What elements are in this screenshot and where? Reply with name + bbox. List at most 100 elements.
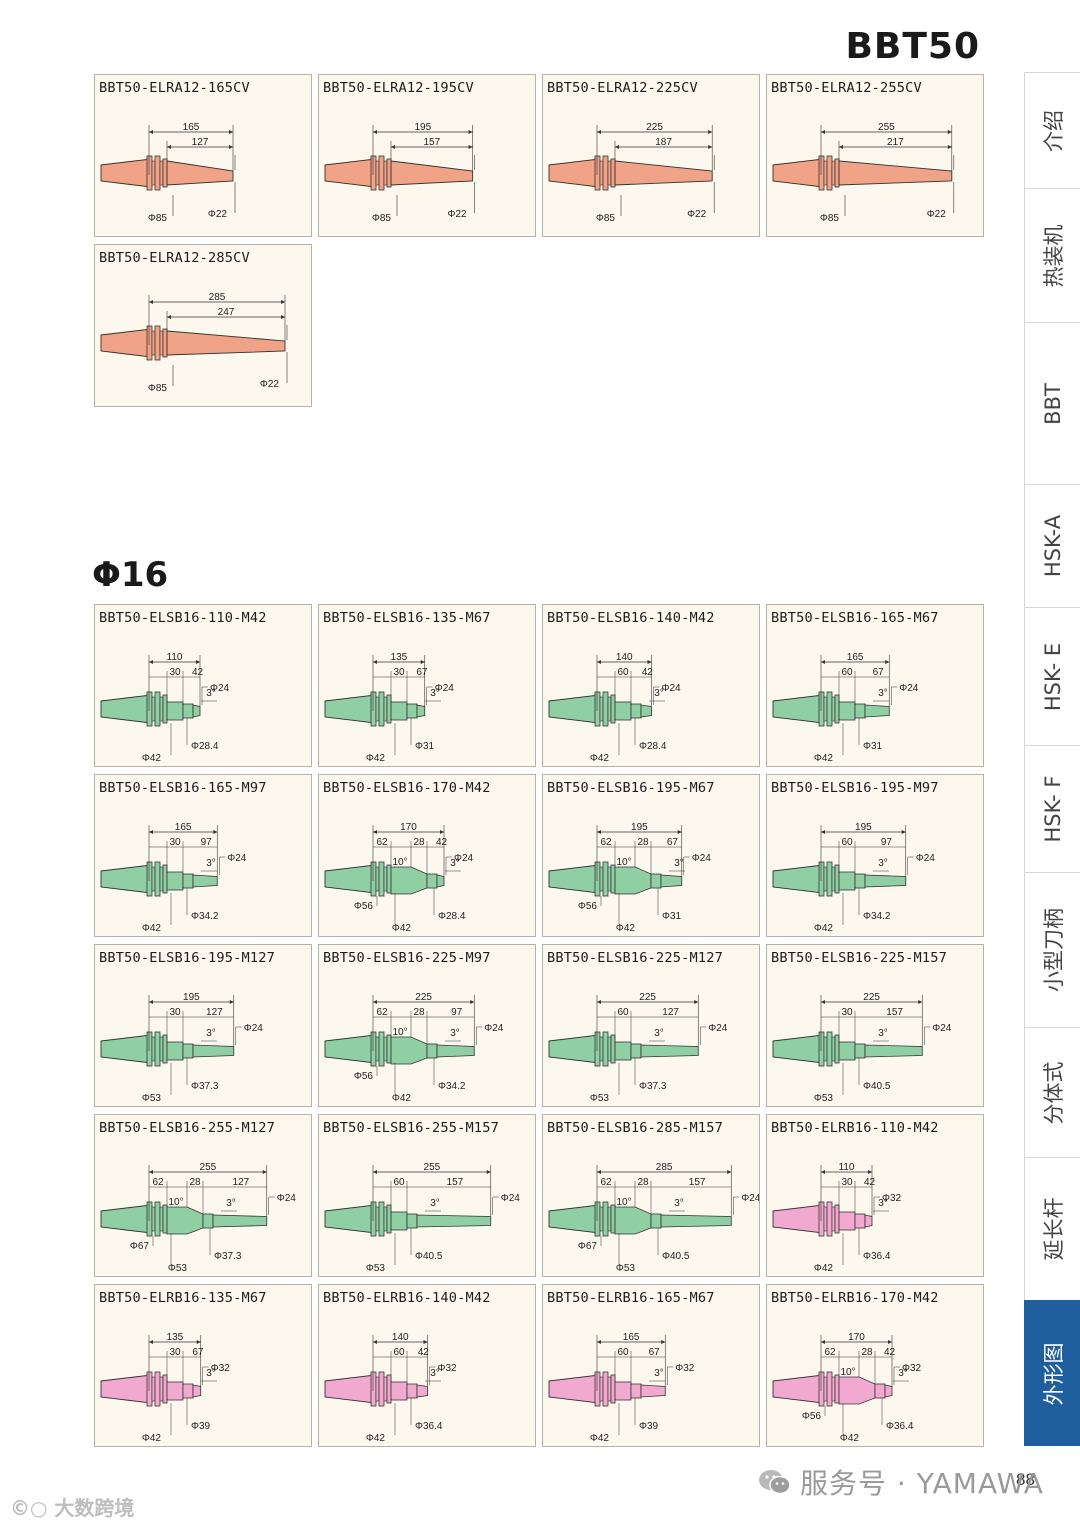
- product-card[interactable]: BBT50-ELSB16-195-M127 195 30 127 3° Φ24 Φ37.3 Φ…: [94, 944, 312, 1107]
- product-card[interactable]: BBT50-ELSB16-135-M67 135 30 67 3° Φ24 Φ31 Φ42: [318, 604, 536, 767]
- neck-diameter: Φ36.4: [863, 1251, 891, 1262]
- tab-7[interactable]: 小型刀柄: [1024, 872, 1080, 1027]
- product-card[interactable]: BBT50-ELRB16-135-M67 135 30 67 3° Φ32 Φ39 Φ42: [94, 1284, 312, 1447]
- flange-ring: [386, 158, 392, 188]
- holder-drawing: 135 30 673°Φ24 Φ31 Φ42: [324, 652, 454, 764]
- tab-2[interactable]: 热装机: [1024, 188, 1080, 322]
- flange-disc: [602, 691, 609, 727]
- product-card[interactable]: BBT50-ELRA12-255CV 255 217 Φ22 Φ85: [766, 74, 984, 237]
- flange-disc: [146, 155, 153, 191]
- tab-8[interactable]: 分体式: [1024, 1027, 1080, 1157]
- collar: [202, 1213, 214, 1229]
- dim-total-label: 170: [848, 1332, 865, 1343]
- dim-total-label: 165: [623, 1332, 640, 1343]
- tapered-body: [192, 1044, 235, 1058]
- product-card[interactable]: BBT50-ELSB16-225-M127 225 60 127 3° Φ24 Φ37.3 Φ…: [542, 944, 760, 1107]
- angle-3: 3°: [878, 1028, 888, 1039]
- watermark-text: 大数跨境: [54, 1496, 135, 1520]
- tapered-body: [192, 1384, 202, 1398]
- product-card[interactable]: BBT50-ELSB16-255-M127 255 62 28 127 10° Φ67 3° Φ…: [94, 1114, 312, 1277]
- product-card[interactable]: BBT50-ELRA12-165CV 165 127 Φ22 Φ85: [94, 74, 312, 237]
- product-card[interactable]: BBT50-ELRB16-170-M42 170 62 28 42 10° Φ56 3° Φ32…: [766, 1284, 984, 1447]
- neck: [838, 1041, 856, 1061]
- product-card[interactable]: BBT50-ELSB16-170-M42 170 62 28 42 10° Φ56 3° Φ24…: [318, 774, 536, 937]
- flange-disc: [146, 1371, 153, 1407]
- tab-3[interactable]: BBT: [1024, 322, 1080, 484]
- angle-10: 10°: [168, 1197, 183, 1208]
- dim-total-label: 255: [878, 122, 895, 133]
- flange-disc: [602, 861, 609, 897]
- angle-10: 10°: [392, 1027, 407, 1038]
- tab-10[interactable]: 外形图: [1024, 1300, 1080, 1446]
- tip-diameter: Φ24: [916, 853, 936, 864]
- product-name: BBT50-ELSB16-195-M127: [99, 950, 276, 966]
- product-card[interactable]: BBT50-ELSB16-165-M97 165 30 97 3° Φ24 Φ34.2 Φ42: [94, 774, 312, 937]
- product-card[interactable]: BBT50-ELSB16-225-M97 225 62 28 97 10° Φ56 3° Φ24…: [318, 944, 536, 1107]
- product-name: BBT50-ELSB16-170-M42: [323, 780, 491, 796]
- cone-step: [390, 1036, 428, 1065]
- neck-diameter: Φ37.3: [191, 1081, 219, 1092]
- dim-body-label: 187: [655, 137, 672, 148]
- dim-total-arrow-l: [373, 660, 377, 664]
- dim-body-arrow-r: [281, 315, 285, 319]
- product-card[interactable]: BBT50-ELSB16-255-M157 255 60 157 3° Φ24 Φ40.5 Φ…: [318, 1114, 536, 1277]
- flange-disc: [378, 691, 385, 727]
- product-card[interactable]: BBT50-ELSB16-225-M157 225 30 157 3° Φ24 Φ40.5 Φ…: [766, 944, 984, 1107]
- taper-shank: [772, 1034, 824, 1064]
- dim-total-arrow-r: [727, 1170, 732, 1174]
- product-card[interactable]: BBT50-ELSB16-195-M67 195 62 28 67 10° Φ56 3° Φ24…: [542, 774, 760, 937]
- angle-3: 3°: [430, 1198, 440, 1209]
- dim-total-arrow-r: [262, 1170, 267, 1174]
- dim-total-arrow-r: [196, 1340, 201, 1344]
- base-diameter: Φ42: [590, 753, 610, 764]
- flange-groove: [607, 866, 612, 892]
- section-title-phi16: Φ16: [92, 555, 169, 595]
- flange-disc: [378, 1201, 385, 1237]
- base-diameter: Φ85: [148, 213, 168, 224]
- tapered-body: [640, 1384, 666, 1398]
- collar: [874, 1383, 886, 1399]
- tab-1[interactable]: 介绍: [1024, 72, 1080, 188]
- flange-disc: [602, 1201, 609, 1237]
- tab-label: 外形图: [1041, 1342, 1066, 1405]
- base-diameter-2: Φ56: [802, 1411, 822, 1422]
- taper-shank: [772, 1204, 824, 1234]
- product-card[interactable]: BBT50-ELSB16-110-M42 110 30 42 3° Φ24 Φ28.4 Φ42: [94, 604, 312, 767]
- flange-groove: [831, 696, 836, 722]
- product-card[interactable]: BBT50-ELRB16-140-M42 140 60 42 3° Φ32 Φ36.4 Φ42: [318, 1284, 536, 1447]
- footer-text: 服务号 · YAMAWA: [800, 1467, 1044, 1500]
- product-card[interactable]: BBT50-ELRB16-110-M42 110 30 42 3° Φ32 Φ36.4 Φ42: [766, 1114, 984, 1277]
- product-card[interactable]: BBT50-ELSB16-140-M42 140 60 42 3° Φ24 Φ28.4 Φ42: [542, 604, 760, 767]
- neck-diameter: Φ31: [662, 911, 682, 922]
- flange-disc: [826, 155, 833, 191]
- product-card[interactable]: BBT50-ELSB16-285-M157 285 62 28 157 10° Φ67 3° Φ…: [542, 1114, 760, 1277]
- neck-diameter: Φ40.5: [863, 1081, 891, 1092]
- product-card[interactable]: BBT50-ELSB16-195-M97 195 60 97 3° Φ24 Φ34.2 Φ42: [766, 774, 984, 937]
- product-card[interactable]: BBT50-ELRA12-195CV 195 157 Φ22 Φ85: [318, 74, 536, 237]
- dim-total-arrow-l: [149, 130, 153, 134]
- dim-part-2: 67: [416, 667, 428, 678]
- base-diameter: Φ42: [616, 923, 636, 934]
- tab-6[interactable]: HSK- F: [1024, 745, 1080, 872]
- tab-9[interactable]: 延长杆: [1024, 1157, 1080, 1300]
- flange-disc: [818, 1371, 825, 1407]
- flange-groove: [383, 696, 388, 722]
- holder-drawing: 135 30 673°Φ32 Φ39 Φ42: [100, 1332, 230, 1444]
- dim-total-label: 255: [424, 1162, 441, 1173]
- dim-total-arrow-r: [229, 130, 233, 134]
- dim-total-label: 195: [855, 822, 872, 833]
- product-card[interactable]: BBT50-ELRA12-225CV 225 187 Φ22 Φ85: [542, 74, 760, 237]
- flange-disc: [602, 1371, 609, 1407]
- product-card[interactable]: BBT50-ELRA12-285CV 285 247 Φ22 Φ85: [94, 244, 312, 407]
- product-card[interactable]: BBT50-ELRB16-165-M67 165 60 67 3° Φ32 Φ39 Φ42: [542, 1284, 760, 1447]
- dim-part-1: 62: [376, 837, 388, 848]
- taper-shank: [324, 1374, 376, 1404]
- flange-disc: [594, 861, 601, 897]
- holder-drawing: 140 60 423°Φ24 Φ28.4 Φ42: [548, 652, 681, 764]
- tab-5[interactable]: HSK- E: [1024, 607, 1080, 745]
- product-name: BBT50-ELRB16-135-M67: [99, 1290, 267, 1306]
- product-card[interactable]: BBT50-ELSB16-165-M67 165 60 67 3° Φ24 Φ31 Φ42: [766, 604, 984, 767]
- neck-diameter: Φ31: [863, 741, 883, 752]
- dim-total-arrow-r: [868, 1170, 872, 1174]
- tab-4[interactable]: HSK-A: [1024, 484, 1080, 607]
